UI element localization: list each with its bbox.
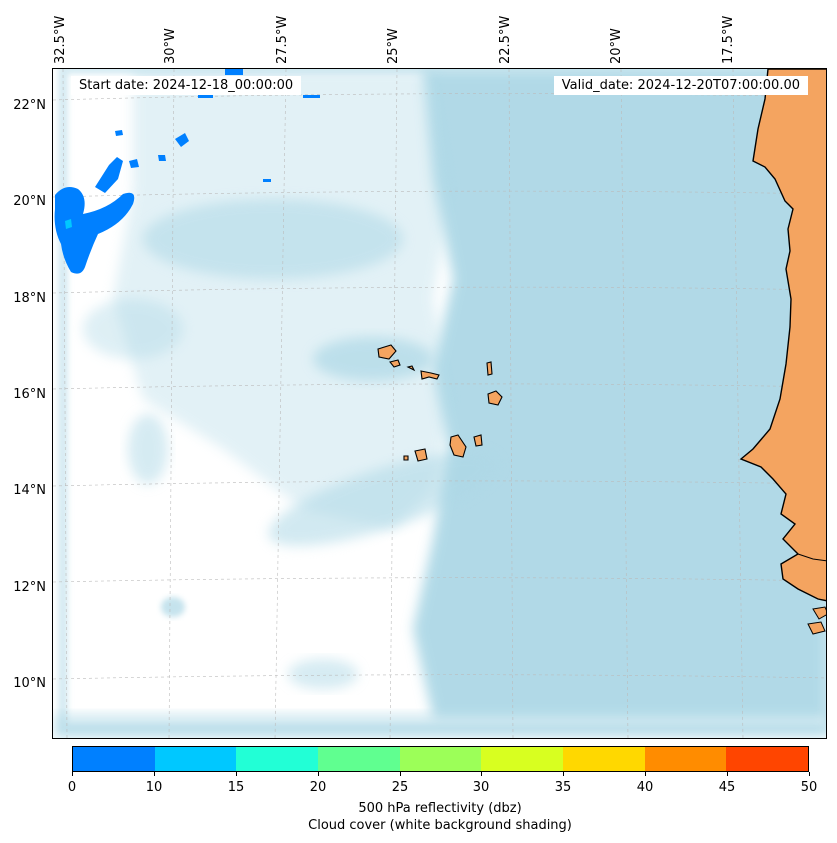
colorbar-tick-label: 35 — [554, 780, 572, 795]
colorbar-segment-0 — [73, 747, 155, 771]
reflectivity-cell-small-5 — [263, 179, 271, 182]
reflectivity-cell-small-3 — [129, 159, 139, 168]
colorbar-tick-label: 50 — [800, 780, 818, 795]
start-date-label: Start date: 2024-12-18_00:00:00 — [71, 76, 302, 95]
colorbar-tick-label: 0 — [67, 780, 77, 795]
reflectivity-shading — [54, 69, 320, 274]
valid-date-label: Valid_date: 2024-12-20T07:00:00.00 — [553, 76, 808, 95]
map-panel — [52, 68, 827, 739]
reflectivity-cell-small-2 — [158, 155, 166, 161]
colorbar-label: 500 hPa reflectivity (dbz) — [358, 801, 522, 816]
colorbar-segment-4 — [399, 747, 482, 771]
colorbar-tick — [563, 772, 564, 776]
reflectivity-cell-top — [225, 69, 243, 75]
lon-label-17-5w: 17.5°W — [721, 15, 736, 64]
colorbar-segment-5 — [481, 747, 564, 771]
lat-label-18n: 18°N — [13, 291, 46, 306]
island-santiago — [449, 434, 467, 458]
colorbar-tick — [236, 772, 237, 776]
colorbar-tick — [154, 772, 155, 776]
cape-verde-islands — [377, 344, 503, 462]
colorbar-segment-8 — [726, 747, 809, 771]
colorbar-tick-label: 10 — [145, 780, 163, 795]
lat-label-20n: 20°N — [13, 194, 46, 209]
colorbar-tick — [645, 772, 646, 776]
colorbar-tick-label: 25 — [391, 780, 409, 795]
island-brava — [403, 455, 409, 461]
lon-label-25w: 25°W — [386, 28, 401, 64]
colorbar-segment-6 — [563, 747, 645, 771]
colorbar — [72, 746, 809, 772]
colorbar-tick-label: 30 — [472, 780, 490, 795]
colorbar-segment-3 — [318, 747, 400, 771]
colorbar-tick-label: 20 — [309, 780, 327, 795]
colorbar-sublabel: Cloud cover (white background shading) — [308, 818, 572, 833]
colorbar-tick-label: 15 — [227, 780, 245, 795]
lon-label-32-5w: 32.5°W — [53, 15, 68, 64]
africa-landmass — [739, 69, 826, 635]
island-fogo — [414, 448, 428, 462]
reflectivity-cell-small-4 — [115, 130, 123, 136]
reflectivity-cell-small-7 — [198, 95, 213, 98]
island-sao-nicolau — [420, 370, 440, 380]
colorbar-tick-label: 45 — [718, 780, 736, 795]
reflectivity-cell-north — [95, 157, 123, 193]
lat-label-16n: 16°N — [13, 387, 46, 402]
island-boa-vista — [487, 390, 503, 406]
graticule — [53, 69, 826, 738]
island-santa-luzia — [406, 365, 416, 372]
lat-label-12n: 12°N — [13, 580, 46, 595]
cloud-cover-shading — [53, 69, 826, 738]
colorbar-tick — [318, 772, 319, 776]
colorbar-segment-1 — [154, 747, 237, 771]
lon-label-20w: 20°W — [609, 28, 624, 64]
reflectivity-cell-main — [54, 187, 135, 274]
lon-label-27-5w: 27.5°W — [275, 15, 290, 64]
map-canvas — [53, 69, 826, 738]
island-sal — [486, 361, 493, 376]
colorbar-tick-label: 40 — [636, 780, 654, 795]
reflectivity-cell-small-1 — [175, 133, 189, 147]
colorbar-segment-2 — [236, 747, 319, 771]
colorbar-tick — [72, 772, 73, 776]
reflectivity-cell-small-6 — [303, 95, 320, 98]
lon-label-22-5w: 22.5°W — [498, 15, 513, 64]
colorbar-tick — [481, 772, 482, 776]
lat-label-14n: 14°N — [13, 483, 46, 498]
island-maio — [473, 434, 483, 447]
colorbar-segment-7 — [644, 747, 727, 771]
colorbar-tick — [727, 772, 728, 776]
lat-label-22n: 22°N — [13, 98, 46, 113]
island-sao-vicente — [389, 359, 401, 368]
island-santo-antao — [377, 344, 397, 360]
colorbar-tick — [809, 772, 810, 776]
colorbar-tick — [400, 772, 401, 776]
lat-label-10n: 10°N — [13, 676, 46, 691]
lon-label-30w: 30°W — [163, 28, 178, 64]
reflectivity-cell-core — [65, 219, 72, 229]
